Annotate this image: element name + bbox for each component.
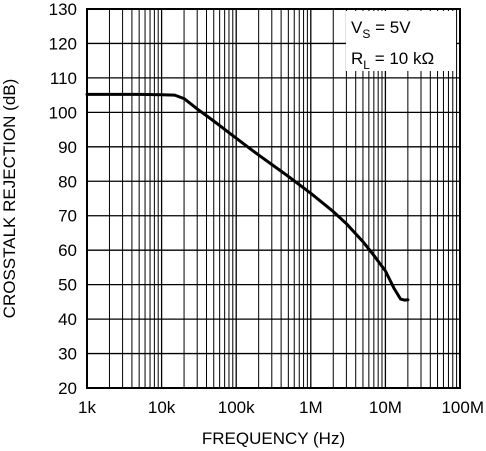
annotation-background <box>346 11 456 71</box>
plot-border <box>86 8 461 389</box>
x-tick-label: 1k <box>78 398 96 417</box>
y-tick-label: 100 <box>49 103 77 122</box>
x-tick-label: 10k <box>148 398 176 417</box>
annotation-subscript: L <box>363 58 370 72</box>
annotation-load-resistance: RL = 10 kΩ <box>351 49 434 72</box>
annotation-box: VS = 5V RL = 10 kΩ <box>346 11 456 72</box>
annotation-rest: = 10 kΩ <box>370 49 434 68</box>
plot-frame <box>86 8 461 389</box>
y-tick-label: 40 <box>58 310 77 329</box>
y-tick-label: 50 <box>58 276 77 295</box>
y-tick-label: 70 <box>58 207 77 226</box>
annotation-main: V <box>351 18 363 37</box>
y-tick-label: 90 <box>58 138 77 157</box>
annotation-subscript: S <box>362 27 370 41</box>
y-tick-label: 130 <box>49 0 77 19</box>
annotation-supply-voltage: VS = 5V <box>351 18 411 41</box>
y-tick-label: 120 <box>49 34 77 53</box>
y-tick-label: 60 <box>58 241 77 260</box>
series-layer <box>85 92 410 302</box>
x-tick-labels: 1k 10k 100k 1M 10M 100M <box>78 398 484 417</box>
annotation-main: R <box>351 49 363 68</box>
y-tick-label: 20 <box>58 379 77 398</box>
y-tick-label: 80 <box>58 172 77 191</box>
x-tick-label: 100k <box>218 398 255 417</box>
y-tick-label: 110 <box>50 69 77 88</box>
x-axis-label: FREQUENCY (Hz) <box>202 429 345 448</box>
x-tick-label: 1M <box>299 398 323 417</box>
annotation-rest: = 5V <box>370 18 411 37</box>
series-line <box>85 92 410 302</box>
y-axis-label: CROSSTALK REJECTION (dB) <box>0 79 19 319</box>
y-tick-label: 30 <box>58 345 77 364</box>
x-tick-label: 100M <box>441 398 484 417</box>
y-tick-labels: 20 30 40 50 60 70 80 90 100 110 120 130 <box>49 0 77 398</box>
x-tick-label: 10M <box>369 398 402 417</box>
